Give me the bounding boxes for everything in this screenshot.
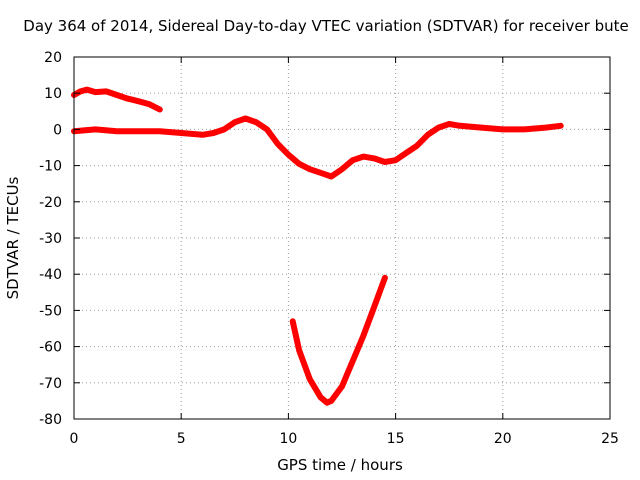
y-tick-label: 0 [53, 122, 62, 138]
data-point-arc-2 [307, 166, 313, 172]
x-tick-label: 15 [387, 431, 405, 447]
data-point-arc-2 [253, 119, 259, 125]
y-tick-label: -40 [39, 267, 62, 283]
data-point-arc-2 [157, 128, 163, 134]
data-point-arc-2 [371, 155, 377, 161]
data-point-arc-2 [382, 159, 388, 165]
data-point-arc-3 [318, 394, 324, 400]
data-point-arc-2 [328, 174, 334, 179]
y-tick-label: -20 [39, 195, 62, 211]
data-point-arc-2 [275, 141, 281, 147]
y-tick-label: 10 [44, 86, 62, 102]
y-tick-label: -10 [39, 159, 62, 175]
data-point-arc-3 [324, 400, 330, 406]
data-point-arc-3 [339, 383, 345, 389]
y-tick-label: -50 [39, 303, 62, 319]
y-tick-label: -70 [39, 376, 62, 392]
data-point-arc-2 [339, 166, 345, 172]
data-point-arc-2 [135, 128, 141, 134]
data-point-arc-2 [446, 121, 452, 127]
data-point-arc-1 [84, 87, 90, 93]
data-point-arc-2 [178, 130, 184, 136]
data-point-arc-2 [521, 126, 527, 132]
axis-ticks: 20 10 0 -10 -20 -30 -40 -50 -60 -70 -80 0 5 10 15 20 25 [39, 50, 619, 447]
data-point-arc-2 [232, 119, 238, 125]
data-point-arc-2 [200, 132, 206, 138]
data-point-arc-2 [350, 157, 356, 163]
data-point-arc-2 [264, 126, 270, 132]
data-point-arc-2 [558, 123, 564, 129]
x-tick-label: 0 [70, 431, 79, 447]
data-point-arc-3 [382, 275, 388, 281]
data-point-arc-1 [103, 88, 109, 94]
data-point-arc-2 [500, 126, 506, 132]
x-axis-label: GPS time / hours [277, 456, 403, 474]
data-point-arc-3 [328, 398, 334, 404]
data-point-arc-2 [114, 128, 120, 134]
data-point-arc-1 [146, 101, 152, 107]
data-point-arc-3 [290, 318, 296, 324]
data-point-arc-1 [125, 96, 131, 102]
data-point-arc-2 [210, 130, 216, 136]
data-point-arc-2 [221, 126, 227, 132]
x-tick-label: 20 [494, 431, 512, 447]
data-point-arc-1 [114, 92, 120, 98]
data-point-arc-1 [157, 107, 163, 112]
data-point-arc-2 [318, 170, 324, 176]
series-layer [71, 86, 564, 406]
y-tick-label: 20 [44, 50, 62, 66]
data-point-arc-1 [92, 89, 98, 95]
x-tick-label: 25 [601, 431, 619, 447]
data-point-arc-2 [360, 154, 366, 160]
data-point-arc-2 [543, 125, 549, 131]
data-point-arc-2 [403, 150, 409, 156]
y-tick-label: -80 [39, 412, 62, 428]
data-point-arc-3 [307, 376, 313, 382]
data-point-arc-2 [92, 126, 98, 132]
data-point-arc-1 [77, 88, 83, 94]
data-point-arc-2 [457, 123, 463, 129]
data-point-arc-2 [243, 116, 248, 121]
data-point-arc-3 [360, 333, 366, 339]
data-point-arc-2 [285, 152, 291, 158]
data-point-arc-2 [478, 125, 484, 131]
data-point-arc-2 [296, 161, 302, 167]
chart-title: Day 364 of 2014, Sidereal Day-to-day VTE… [23, 17, 628, 35]
x-tick-label: 10 [279, 431, 297, 447]
data-point-arc-2 [393, 157, 399, 163]
series-line-arc-1 [71, 86, 163, 113]
y-axis-label: SDTVAR / TECUs [4, 176, 22, 299]
x-tick-label: 5 [177, 431, 186, 447]
y-tick-label: -30 [39, 231, 62, 247]
data-point-arc-1 [135, 98, 141, 104]
data-point-arc-2 [414, 143, 420, 149]
data-point-arc-2 [436, 125, 441, 131]
data-point-arc-3 [371, 304, 377, 310]
y-tick-label: -60 [39, 340, 62, 356]
data-point-arc-3 [296, 347, 302, 353]
data-point-arc-2 [425, 132, 431, 138]
data-point-arc-3 [350, 358, 356, 364]
